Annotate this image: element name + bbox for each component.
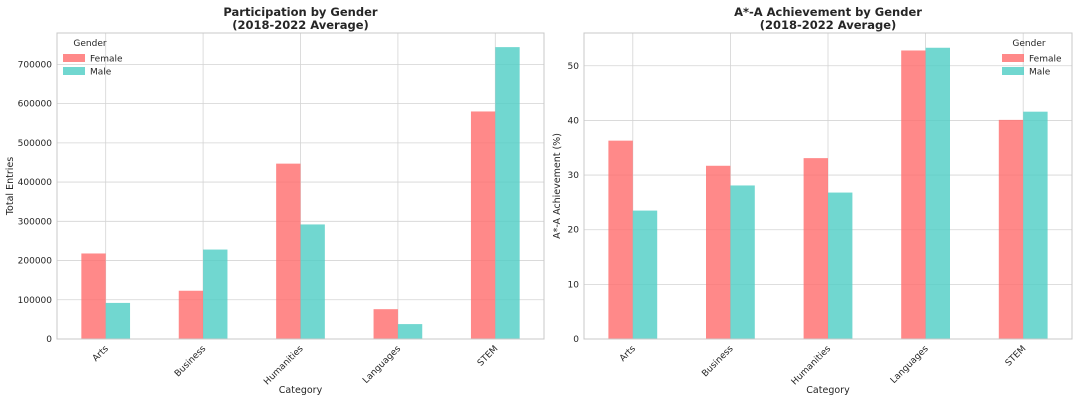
legend-swatch-female — [1002, 54, 1024, 62]
legend-label: Male — [90, 68, 112, 78]
bar-male-arts — [105, 302, 131, 339]
plot-frame — [583, 32, 1073, 340]
chart-title: Participation by Gender — [223, 5, 377, 19]
x-tick-label: STEM — [476, 344, 501, 369]
y-tick-label: 30 — [568, 171, 580, 181]
y-tick-label: 200000 — [18, 257, 53, 267]
plot-frame — [56, 32, 545, 340]
legend: Gender Female Male — [1002, 39, 1062, 78]
x-tick-label: Business — [700, 344, 735, 379]
y-tick-label: 700000 — [18, 60, 53, 70]
bar-female-languages — [901, 50, 926, 339]
bar-female-languages — [373, 309, 398, 339]
x-tick-label: Humanities — [262, 344, 306, 388]
y-tick-label: 0 — [573, 335, 579, 345]
bar-female-business — [706, 165, 731, 339]
legend-swatch-male — [63, 67, 85, 75]
y-tick-label: 500000 — [18, 139, 53, 149]
legend-label: Female — [1029, 55, 1062, 65]
x-axis-label: Category — [279, 385, 323, 396]
y-tick-label: 300000 — [18, 217, 53, 227]
bar-male-arts — [632, 210, 658, 339]
bar-male-business — [203, 249, 228, 339]
x-tick-label: Arts — [618, 344, 638, 364]
y-tick-label: 0 — [46, 335, 52, 345]
bar-female-business — [178, 290, 204, 339]
bar-female-humanities — [276, 163, 301, 339]
chart-1: 0 100000 200000 300000 400000 500000 600000 700… — [5, 5, 545, 396]
x-tick-label: STEM — [1004, 344, 1029, 369]
y-tick-label: 40 — [568, 116, 580, 126]
x-tick-label: Languages — [889, 344, 931, 386]
y-tick-label: 100000 — [18, 296, 53, 306]
x-tick-label: Languages — [361, 344, 403, 386]
bar-male-humanities — [828, 192, 853, 339]
bar-male-stem — [495, 47, 520, 339]
bar-female-stem — [998, 119, 1024, 339]
bar-male-stem — [1023, 111, 1048, 339]
legend-swatch-female — [63, 54, 85, 62]
x-tick-label: Humanities — [790, 344, 834, 388]
y-axis-label: Total Entries — [5, 157, 16, 216]
y-tick-label: 50 — [568, 62, 580, 72]
y-tick-label: 400000 — [18, 178, 53, 188]
y-axis-label: A*-A Achievement (%) — [552, 133, 563, 239]
bar-female-humanities — [803, 158, 828, 339]
bar-male-business — [730, 185, 755, 339]
chart-subtitle: (2018-2022 Average) — [760, 18, 897, 32]
bar-male-languages — [397, 324, 423, 339]
x-axis-label: Category — [806, 385, 850, 396]
legend-swatch-male — [1002, 67, 1024, 75]
legend-label: Male — [1029, 68, 1051, 78]
chart-title: A*-A Achievement by Gender — [734, 5, 922, 19]
chart-2: 0 10 20 30 40 50 Arts Business Humanities Languag… — [552, 5, 1073, 396]
bar-male-humanities — [300, 224, 325, 339]
bar-female-arts — [81, 253, 106, 339]
bar-female-stem — [470, 111, 496, 339]
chart-subtitle: (2018-2022 Average) — [232, 18, 369, 32]
bar-male-languages — [925, 47, 950, 339]
legend-title: Gender — [1012, 39, 1045, 49]
legend: Gender Female Male — [63, 39, 123, 78]
legend-label: Female — [90, 55, 123, 65]
y-tick-label: 10 — [568, 280, 580, 290]
y-tick-label: 600000 — [18, 100, 53, 110]
y-tick-label: 20 — [568, 226, 580, 236]
bar-female-arts — [608, 140, 633, 339]
legend-title: Gender — [73, 39, 106, 49]
x-tick-label: Business — [173, 344, 208, 379]
x-tick-label: Arts — [91, 344, 111, 364]
